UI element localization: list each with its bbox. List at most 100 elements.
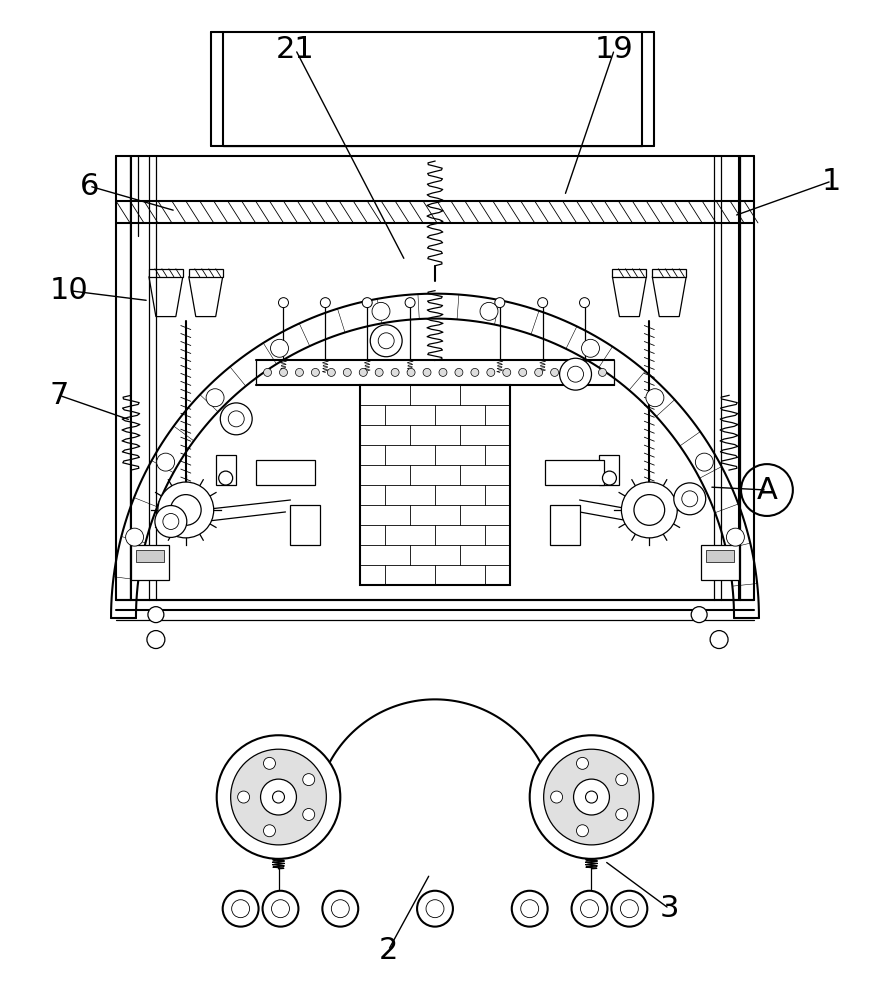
- Circle shape: [156, 453, 175, 471]
- Circle shape: [372, 302, 389, 320]
- Circle shape: [566, 368, 574, 376]
- Circle shape: [480, 302, 497, 320]
- Text: 10: 10: [50, 276, 89, 305]
- Circle shape: [511, 891, 547, 927]
- Circle shape: [518, 368, 526, 376]
- Bar: [136, 550, 163, 562]
- Circle shape: [263, 368, 271, 376]
- Polygon shape: [149, 277, 182, 317]
- Bar: [700, 545, 738, 580]
- Circle shape: [260, 779, 296, 815]
- Text: A: A: [756, 476, 777, 505]
- Circle shape: [375, 368, 382, 376]
- Circle shape: [615, 774, 627, 786]
- Circle shape: [222, 891, 258, 927]
- Circle shape: [157, 482, 214, 538]
- Circle shape: [537, 298, 547, 308]
- Bar: [255, 460, 315, 485]
- Circle shape: [580, 339, 599, 357]
- Circle shape: [620, 900, 638, 918]
- Bar: [149, 269, 182, 277]
- Bar: [189, 269, 222, 277]
- Circle shape: [407, 368, 415, 376]
- Bar: [544, 460, 604, 485]
- Circle shape: [295, 368, 303, 376]
- Circle shape: [262, 891, 298, 927]
- Circle shape: [726, 528, 744, 546]
- Circle shape: [502, 368, 510, 376]
- Circle shape: [439, 368, 447, 376]
- Polygon shape: [189, 277, 222, 317]
- Circle shape: [155, 506, 187, 537]
- Circle shape: [270, 339, 289, 357]
- Circle shape: [426, 900, 443, 918]
- Text: 6: 6: [79, 172, 99, 201]
- Circle shape: [454, 368, 462, 376]
- Circle shape: [585, 791, 597, 803]
- Circle shape: [559, 358, 591, 390]
- Bar: [290, 505, 320, 545]
- Circle shape: [573, 779, 609, 815]
- Text: 3: 3: [659, 894, 678, 923]
- Circle shape: [615, 809, 627, 820]
- Bar: [360, 385, 509, 585]
- Circle shape: [278, 298, 289, 308]
- Circle shape: [709, 631, 727, 649]
- Circle shape: [311, 368, 319, 376]
- Circle shape: [320, 298, 330, 308]
- Circle shape: [673, 483, 705, 515]
- Circle shape: [322, 891, 358, 927]
- Circle shape: [220, 403, 252, 435]
- Bar: [652, 269, 686, 277]
- Circle shape: [598, 368, 606, 376]
- Circle shape: [690, 607, 706, 623]
- Bar: [599, 455, 619, 485]
- Circle shape: [170, 495, 201, 525]
- Circle shape: [543, 749, 639, 845]
- Circle shape: [359, 368, 367, 376]
- Circle shape: [148, 607, 163, 623]
- Circle shape: [579, 298, 589, 308]
- Circle shape: [263, 757, 275, 769]
- Bar: [131, 545, 169, 580]
- Bar: [706, 550, 733, 562]
- Circle shape: [343, 368, 351, 376]
- Text: 21: 21: [275, 35, 315, 64]
- Circle shape: [487, 368, 494, 376]
- Circle shape: [405, 298, 415, 308]
- Circle shape: [694, 453, 713, 471]
- Circle shape: [534, 368, 542, 376]
- Circle shape: [576, 757, 587, 769]
- Circle shape: [378, 333, 394, 349]
- Polygon shape: [652, 277, 686, 317]
- Circle shape: [521, 900, 538, 918]
- Circle shape: [271, 900, 289, 918]
- Circle shape: [529, 735, 653, 859]
- Circle shape: [580, 900, 598, 918]
- Circle shape: [601, 471, 616, 485]
- Circle shape: [370, 325, 401, 357]
- Circle shape: [331, 900, 348, 918]
- Circle shape: [272, 791, 284, 803]
- Text: 19: 19: [594, 35, 634, 64]
- Circle shape: [237, 791, 249, 803]
- Circle shape: [550, 368, 558, 376]
- Text: 1: 1: [821, 167, 840, 196]
- Circle shape: [416, 891, 453, 927]
- Circle shape: [231, 900, 249, 918]
- Circle shape: [645, 389, 663, 407]
- Bar: [216, 455, 235, 485]
- Circle shape: [391, 368, 399, 376]
- Circle shape: [302, 774, 315, 786]
- Circle shape: [163, 514, 179, 529]
- Circle shape: [422, 368, 430, 376]
- Circle shape: [582, 368, 590, 376]
- Circle shape: [147, 631, 165, 649]
- Circle shape: [218, 471, 232, 485]
- Circle shape: [216, 735, 340, 859]
- Polygon shape: [612, 277, 646, 317]
- Circle shape: [206, 389, 224, 407]
- Circle shape: [362, 298, 372, 308]
- Circle shape: [550, 791, 562, 803]
- Text: 7: 7: [50, 381, 69, 410]
